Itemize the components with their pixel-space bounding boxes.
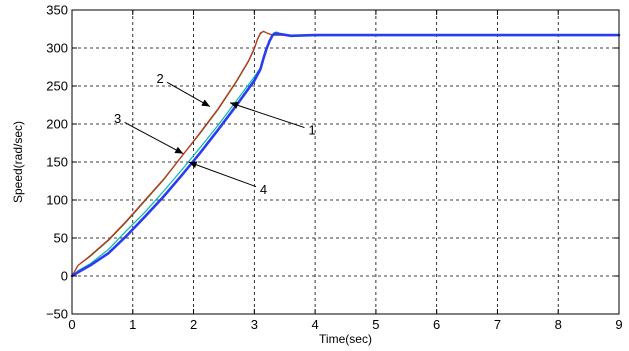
series-line-3 [71,30,620,277]
annotation-label: 3 [114,111,121,126]
series-layer [70,30,621,278]
series-line-2 [71,30,620,277]
x-tick-label: 9 [615,317,622,332]
series-line-4 [70,32,621,278]
annotation-arrowhead [188,161,198,169]
y-tick-label: 200 [46,117,68,132]
y-tick-label: 250 [46,79,68,94]
annotation-label: 4 [260,182,267,197]
x-tick-label: 4 [311,317,318,332]
annotation-label: 2 [157,71,164,86]
y-axis-label: Speed(rad/sec) [11,121,25,203]
y-tick-label: 300 [46,41,68,56]
y-tick-label: 100 [46,193,68,208]
annotation-arrow [188,161,257,188]
x-tick-label: 5 [372,317,379,332]
y-tick-label: 50 [54,231,68,246]
y-tick-label: 150 [46,155,68,170]
annotation-arrowhead [201,99,210,107]
x-tick-label: 1 [129,317,136,332]
x-tick-label: 0 [68,317,75,332]
y-tick-label: −50 [46,307,68,322]
x-tick-label: 8 [555,317,562,332]
y-tick-label: 350 [46,3,68,18]
annotation-arrow [166,81,211,107]
annotations: 2 1 3 4 [114,71,316,197]
annotation-arrow [124,121,184,155]
x-tick-label: 7 [494,317,501,332]
annotation-arrowhead [174,146,184,154]
grid [72,10,619,314]
annotation-arrow [229,102,305,129]
x-tick-label: 3 [251,317,258,332]
annotation-arrowhead [230,101,239,109]
x-tick-label: 6 [433,317,440,332]
annotation-label: 1 [308,123,315,138]
y-tick-label: 0 [61,269,68,284]
x-tick-label: 2 [190,317,197,332]
series-line-1 [71,31,620,277]
x-axis-label: Time(sec) [319,332,372,346]
